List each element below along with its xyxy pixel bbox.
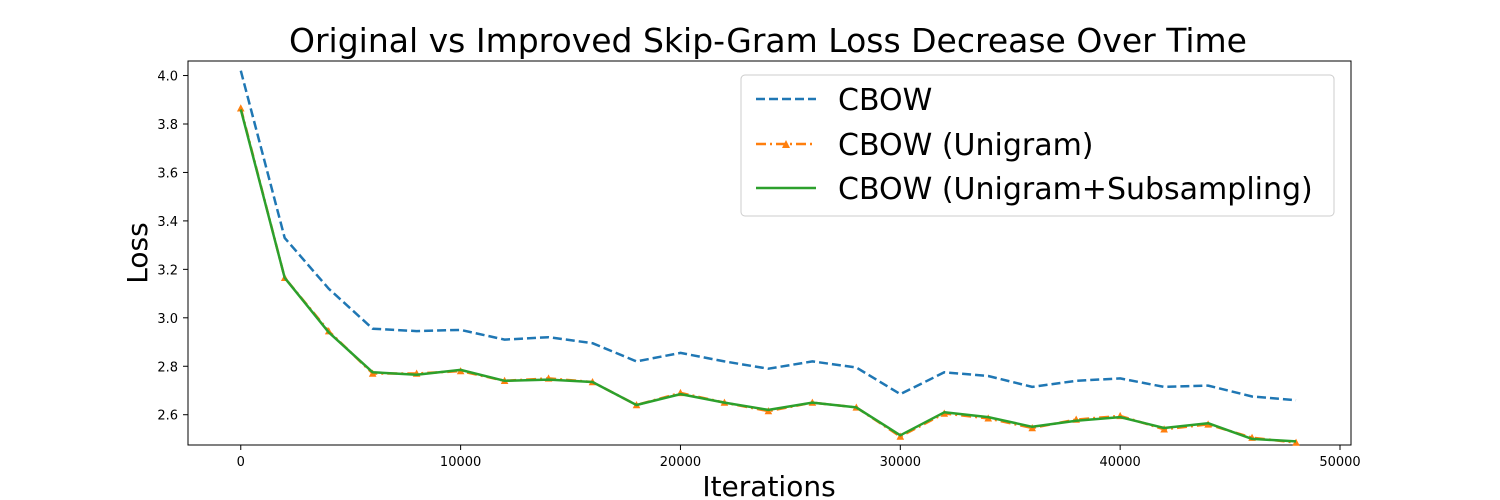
chart-title: Original vs Improved Skip-Gram Loss Decr… xyxy=(289,21,1247,60)
legend-label-cbow-unigram-subsampling: CBOW (Unigram+Subsampling) xyxy=(838,172,1313,207)
y-tick-label: 3.8 xyxy=(157,118,178,133)
legend-label-cbow: CBOW xyxy=(838,83,932,118)
data-point-marker xyxy=(1292,438,1300,446)
y-tick-label: 4.0 xyxy=(157,70,178,85)
y-axis-ticks: 2.6 2.8 3.0 3.2 3.4 3.6 3.8 4.0 xyxy=(157,70,188,424)
y-tick-label: 3.6 xyxy=(157,166,178,181)
plot-area xyxy=(187,60,1352,446)
series-line-cbow-unigram-subsampling xyxy=(239,109,1297,443)
x-tick-label: 40000 xyxy=(1099,455,1140,470)
y-tick-label: 3.4 xyxy=(157,215,178,230)
x-tick-label: 0 xyxy=(237,455,245,470)
x-tick-label: 30000 xyxy=(880,455,921,470)
y-axis-title: Loss xyxy=(121,222,154,283)
y-tick-label: 2.8 xyxy=(157,360,178,375)
legend-label-cbow-unigram: CBOW (Unigram) xyxy=(838,128,1094,163)
x-tick-label: 20000 xyxy=(660,455,701,470)
x-axis-title: Iterations xyxy=(702,470,835,500)
data-point-marker xyxy=(236,104,245,112)
x-axis-ticks: 0 10000 20000 30000 40000 50000 xyxy=(237,445,1361,470)
y-tick-label: 2.6 xyxy=(157,409,178,424)
series-layer xyxy=(236,70,1300,446)
legend: CBOW CBOW (Unigram) CBOW (Unigram+Subsam… xyxy=(740,74,1335,217)
series-line-cbow xyxy=(239,70,1297,402)
x-tick-label: 50000 xyxy=(1319,455,1360,470)
y-tick-label: 3.2 xyxy=(157,263,178,278)
y-tick-label: 3.0 xyxy=(157,312,178,327)
plot-frame xyxy=(187,60,1352,446)
legend-marker-cbow-unigram xyxy=(782,140,790,148)
legend-frame xyxy=(740,74,1335,217)
x-tick-label: 10000 xyxy=(440,455,481,470)
